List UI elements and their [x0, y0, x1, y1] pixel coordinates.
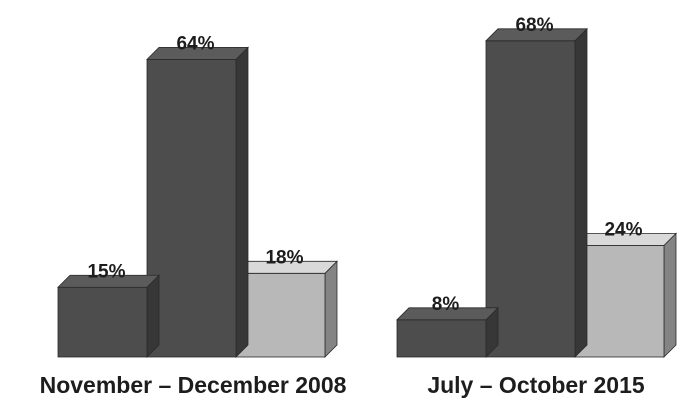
bar-front-face: [485, 40, 576, 358]
group-title-2: July – October 2015: [427, 372, 645, 398]
group-title-1: November – December 2008: [40, 372, 347, 398]
bar-front-face: [146, 59, 237, 358]
bar-front-face: [57, 286, 148, 358]
bar-front-face: [396, 319, 487, 358]
bar-side-face: [663, 232, 677, 358]
bar-top-face: [485, 28, 588, 42]
charts-layer: 15% 64% 18% November – December 2008 8% 68% 24…: [40, 15, 677, 398]
data-label-2-3: 24%: [604, 219, 642, 240]
bar-2-1: [396, 306, 499, 358]
bar-2-3: [574, 232, 677, 358]
data-label-1-3: 18%: [265, 247, 303, 268]
data-label-2-2: 68%: [515, 15, 553, 36]
data-label-1-1: 15%: [87, 261, 125, 282]
bar-side-face: [324, 260, 338, 358]
bar-1-3: [235, 260, 338, 358]
bar-top-face: [57, 274, 160, 288]
bar-1-2: [146, 46, 249, 358]
chart-group-1: 15% 64% 18% November – December 2008: [40, 33, 347, 398]
bar-front-face: [235, 272, 326, 358]
bar-top-face: [146, 47, 249, 60]
bar-side-face: [574, 27, 588, 358]
bar-side-face: [235, 46, 249, 358]
bar-1-1: [57, 274, 160, 358]
data-label-2-1: 8%: [432, 294, 460, 315]
bar-top-face: [396, 307, 499, 321]
bar-side-face: [146, 274, 160, 358]
chart-group-2: 8% 68% 24% July – October 2015: [396, 15, 677, 398]
bar-front-face: [574, 244, 665, 358]
bar-2-2: [485, 27, 588, 358]
data-label-1-2: 64%: [176, 33, 214, 54]
